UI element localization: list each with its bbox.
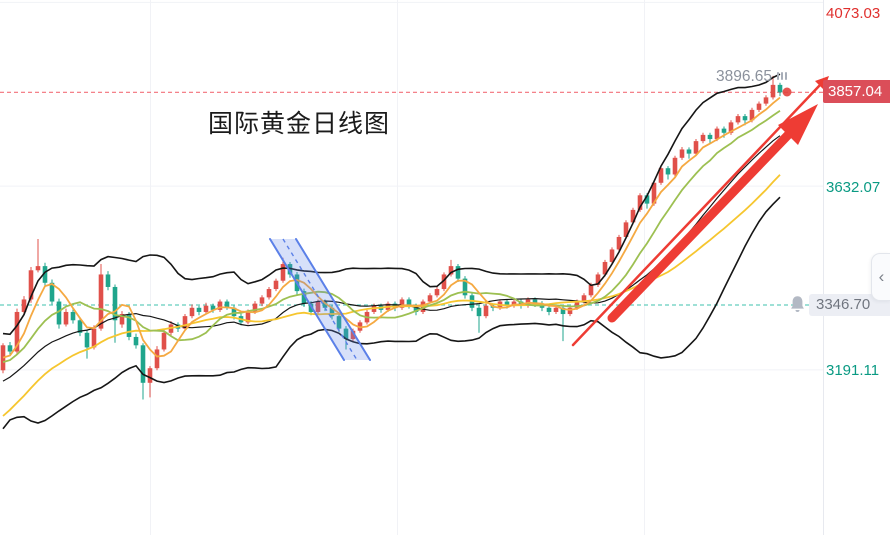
chart-title: 国际黄金日线图	[208, 110, 391, 138]
drawing-handle-icon[interactable]	[777, 72, 787, 80]
axis-label-mid: 3632.07	[826, 179, 881, 196]
axis-label-high: 4073.03	[826, 5, 881, 22]
chevron-left-icon: ‹	[878, 267, 885, 286]
channel-annotation	[270, 239, 370, 360]
trend-arrow	[607, 130, 793, 323]
axis-label-low: 3191.11	[826, 362, 880, 379]
alert-price-chip[interactable]: 3346.70	[809, 294, 890, 316]
panel-collapse-button[interactable]: ‹	[871, 253, 890, 301]
marked-high-label: 3896.65	[715, 68, 772, 85]
current-price-badge: 3857.04	[823, 80, 890, 103]
trend-line	[571, 83, 822, 347]
alert-bell-icon[interactable]	[789, 295, 806, 314]
